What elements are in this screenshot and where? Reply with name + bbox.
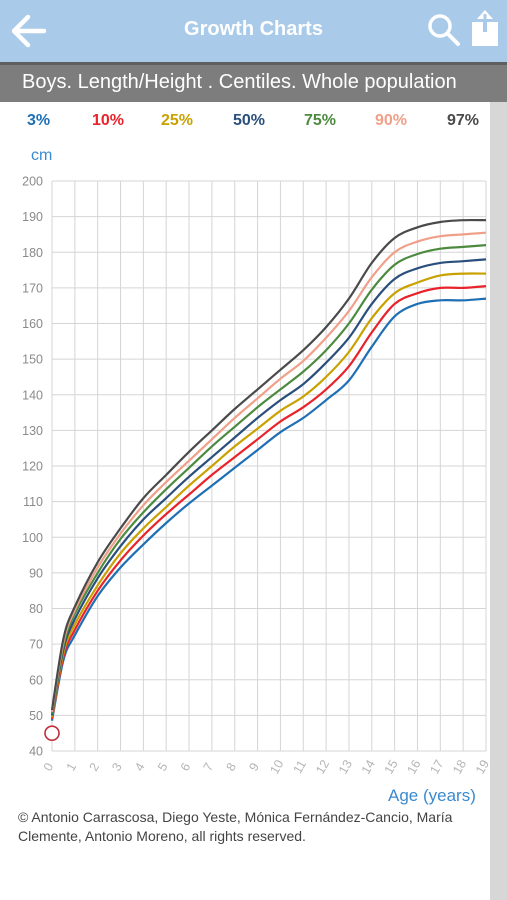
legend-item-75pct: 75%	[304, 112, 337, 129]
data-marker	[44, 725, 60, 741]
series-line-97pct	[50, 218, 487, 711]
app-title: Growth Charts	[184, 18, 323, 40]
series-line-3pct	[50, 297, 487, 721]
y-tick-label: 110	[23, 495, 43, 509]
x-tick-label: 18	[450, 757, 469, 776]
back-arrow-icon[interactable]	[8, 12, 50, 50]
y-tick-label: 180	[22, 246, 43, 260]
search-icon[interactable]	[426, 12, 462, 48]
y-tick-label: 150	[22, 353, 43, 367]
y-tick-label: 50	[29, 709, 43, 723]
y-tick-label: 140	[22, 388, 43, 402]
y-tick-label: 120	[22, 460, 43, 474]
x-axis-title: Age (years)	[388, 786, 476, 805]
chart-subtitle-bar: Boys. Length/Height . Centiles. Whole po…	[0, 62, 507, 102]
x-tick-label: 5	[155, 760, 171, 773]
x-tick-label: 11	[290, 758, 309, 776]
legend-item-10pct: 10%	[92, 112, 125, 129]
y-tick-label: 90	[29, 566, 43, 580]
legend-item-97pct: 97%	[447, 112, 480, 129]
y-axis-unit: cm	[31, 147, 53, 164]
x-tick-label: 2	[86, 760, 102, 773]
legend-item-90pct: 90%	[375, 112, 408, 129]
y-tick-label: 160	[22, 317, 43, 331]
legend-item-3pct: 3%	[27, 112, 51, 129]
x-tick-label: 19	[473, 757, 492, 776]
x-tick-label: 12	[313, 757, 332, 776]
x-tick-label: 15	[382, 757, 401, 776]
y-tick-label: 70	[29, 638, 43, 652]
x-tick-label: 6	[178, 760, 194, 773]
y-tick-label: 80	[29, 602, 43, 616]
app-header: Growth Charts	[0, 0, 507, 62]
x-tick-label: 9	[246, 760, 262, 773]
x-tick-label: 10	[267, 757, 286, 776]
x-tick-label: 17	[427, 757, 446, 776]
share-icon[interactable]	[470, 10, 500, 48]
x-tick-label: 1	[64, 760, 80, 773]
copyright-notice: © Antonio Carrascosa, Diego Yeste, Mónic…	[18, 809, 453, 844]
x-tick-label: 8	[223, 760, 239, 773]
chart-panel	[0, 102, 490, 900]
series-line-75pct	[50, 244, 487, 714]
series-line-50pct	[50, 258, 487, 716]
scrollbar[interactable]	[490, 102, 507, 900]
series-line-10pct	[50, 285, 487, 720]
x-tick-label: 4	[132, 760, 148, 773]
x-tick-label: 16	[404, 757, 423, 776]
y-tick-label: 40	[29, 745, 43, 759]
x-tick-label: 7	[201, 760, 217, 773]
legend-item-25pct: 25%	[161, 112, 194, 129]
series-line-25pct	[50, 272, 487, 718]
x-tick-label: 3	[109, 760, 125, 773]
y-tick-label: 130	[22, 424, 43, 438]
y-tick-label: 190	[22, 210, 43, 224]
y-tick-label: 60	[29, 673, 43, 687]
legend-item-50pct: 50%	[233, 112, 266, 129]
y-tick-label: 170	[22, 281, 43, 295]
chart-subtitle: Boys. Length/Height . Centiles. Whole po…	[22, 71, 457, 93]
y-tick-label: 200	[22, 175, 43, 189]
series-line-90pct	[50, 231, 487, 712]
x-tick-label: 14	[359, 757, 378, 776]
x-tick-label: 0	[41, 760, 57, 773]
x-tick-label: 13	[336, 757, 355, 776]
y-tick-label: 100	[22, 531, 43, 545]
